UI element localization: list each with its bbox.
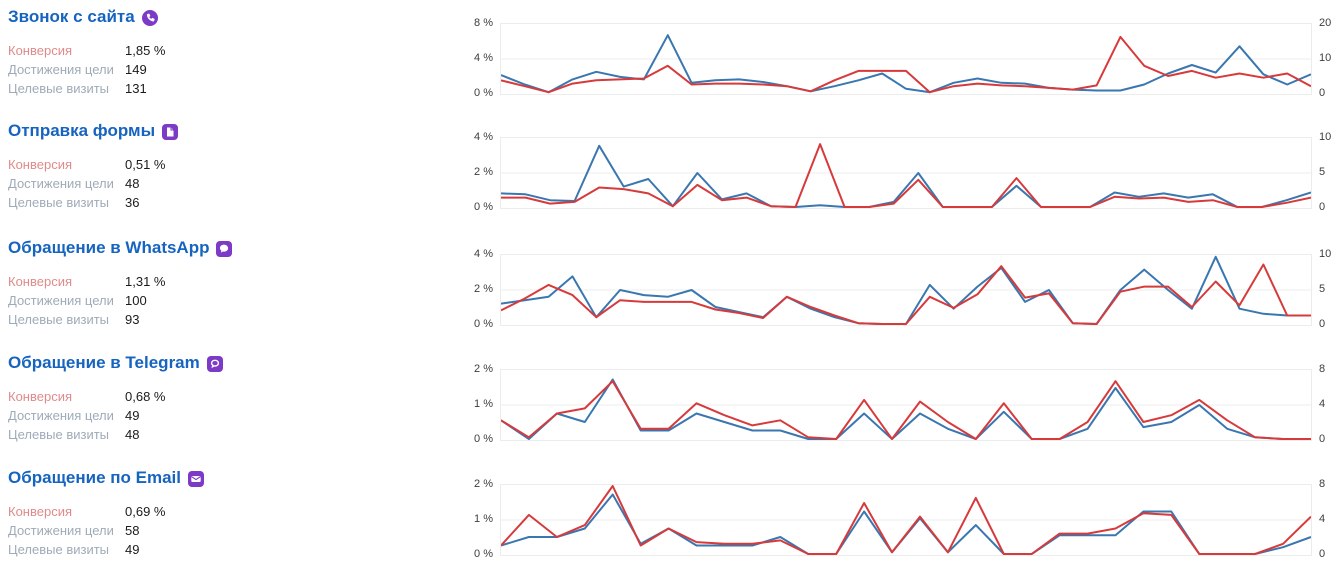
y-left-tick: 0 % — [474, 318, 493, 330]
y-right-tick: 10 — [1319, 52, 1332, 64]
y-left-tick: 4 % — [474, 52, 493, 64]
goal-title-text: Обращение по Email — [8, 468, 181, 487]
target-visits-label: Целевые визиты — [8, 312, 110, 327]
goal-title-link-email[interactable]: Обращение по Email — [8, 468, 204, 488]
red-line — [501, 35, 1311, 94]
y-right-tick: 0 — [1319, 548, 1326, 560]
sparkline-chart-email[interactable] — [500, 484, 1312, 556]
phone-icon — [141, 9, 158, 26]
conversion-label: Конверсия — [8, 157, 73, 172]
goal-section-telegram: Обращение в Telegram Конверсия 0,68 % Дос… — [0, 346, 1340, 460]
target-visits-value: 93 — [125, 312, 140, 327]
goal-reaches-label: Достижения цели — [8, 408, 114, 423]
conversion-value: 0,68 % — [125, 389, 166, 404]
goal-title-link-form[interactable]: Отправка формы — [8, 121, 179, 141]
y-left-tick: 4 % — [474, 131, 493, 143]
goal-title-text: Отправка формы — [8, 121, 156, 140]
y-right-tick: 8 — [1319, 478, 1326, 490]
conversion-label: Конверсия — [8, 274, 73, 289]
y-right-tick: 10 — [1319, 131, 1332, 143]
conversion-label: Конверсия — [8, 389, 73, 404]
y-left-tick: 2 % — [474, 166, 493, 178]
y-right-tick: 20 — [1319, 17, 1332, 29]
y-left-tick: 2 % — [474, 478, 493, 490]
form-icon — [162, 123, 179, 140]
y-left-tick: 4 % — [474, 248, 493, 260]
red-line — [501, 263, 1311, 325]
goal-section-email: Обращение по Email Конверсия 0,69 % Дости… — [0, 461, 1340, 575]
conversion-value: 0,51 % — [125, 157, 166, 172]
goal-reaches-label: Достижения цели — [8, 523, 114, 538]
goal-title-text: Обращение в Telegram — [8, 353, 200, 372]
blue-line — [501, 378, 1311, 440]
goal-reaches-label: Достижения цели — [8, 176, 114, 191]
goal-section-form: Отправка формы Конверсия 0,51 % Достижени… — [0, 114, 1340, 228]
y-right-tick: 0 — [1319, 433, 1326, 445]
goal-title-link-whatsapp[interactable]: Обращение в WhatsApp — [8, 238, 233, 258]
target-visits-value: 131 — [125, 81, 147, 96]
y-left-tick: 0 % — [474, 201, 493, 213]
target-visits-label: Целевые визиты — [8, 542, 110, 557]
blue-line — [501, 34, 1311, 94]
red-line — [501, 143, 1311, 208]
y-left-tick: 2 % — [474, 363, 493, 375]
conversion-label: Конверсия — [8, 43, 73, 58]
y-right-tick: 10 — [1319, 248, 1332, 260]
y-right-tick: 8 — [1319, 363, 1326, 375]
target-visits-value: 48 — [125, 427, 140, 442]
conversion-label: Конверсия — [8, 504, 73, 519]
goal-section-call: Звонок с сайта Конверсия 1,85 % Достижени… — [0, 0, 1340, 114]
goal-title-link-call[interactable]: Звонок с сайта — [8, 7, 158, 27]
red-line — [501, 380, 1311, 440]
goal-reaches-value: 100 — [125, 293, 147, 308]
y-right-tick: 5 — [1319, 283, 1326, 295]
target-visits-label: Целевые визиты — [8, 81, 110, 96]
y-right-tick: 5 — [1319, 166, 1326, 178]
goal-reaches-value: 58 — [125, 523, 140, 538]
y-right-tick: 0 — [1319, 87, 1326, 99]
y-right-tick: 4 — [1319, 398, 1326, 410]
y-left-tick: 8 % — [474, 17, 493, 29]
target-visits-label: Целевые визиты — [8, 427, 110, 442]
sparkline-chart-form[interactable] — [500, 137, 1312, 209]
y-right-tick: 0 — [1319, 318, 1326, 330]
blue-line — [501, 144, 1311, 208]
goal-reaches-value: 149 — [125, 62, 147, 77]
y-right-tick: 4 — [1319, 513, 1326, 525]
target-visits-label: Целевые визиты — [8, 195, 110, 210]
y-right-tick: 0 — [1319, 201, 1326, 213]
conversion-value: 0,69 % — [125, 504, 166, 519]
goal-section-whatsapp: Обращение в WhatsApp Конверсия 1,31 % Дос… — [0, 231, 1340, 345]
y-left-tick: 1 % — [474, 398, 493, 410]
red-line — [501, 485, 1311, 555]
blue-line — [501, 493, 1311, 555]
goal-reaches-value: 48 — [125, 176, 140, 191]
y-left-tick: 0 % — [474, 433, 493, 445]
y-left-tick: 0 % — [474, 87, 493, 99]
goal-reaches-label: Достижения цели — [8, 293, 114, 308]
goal-title-text: Звонок с сайта — [8, 7, 135, 26]
whatsapp-icon — [216, 240, 233, 257]
y-left-tick: 0 % — [474, 548, 493, 560]
conversion-value: 1,31 % — [125, 274, 166, 289]
telegram-icon — [206, 355, 223, 372]
sparkline-chart-whatsapp[interactable] — [500, 254, 1312, 326]
goal-reaches-label: Достижения цели — [8, 62, 114, 77]
goal-title-text: Обращение в WhatsApp — [8, 238, 210, 257]
goal-title-link-telegram[interactable]: Обращение в Telegram — [8, 353, 223, 373]
sparkline-chart-call[interactable] — [500, 23, 1312, 95]
y-left-tick: 1 % — [474, 513, 493, 525]
sparkline-chart-telegram[interactable] — [500, 369, 1312, 441]
email-icon — [188, 470, 204, 487]
goal-reaches-value: 49 — [125, 408, 140, 423]
target-visits-value: 36 — [125, 195, 140, 210]
conversion-value: 1,85 % — [125, 43, 166, 58]
target-visits-value: 49 — [125, 542, 140, 557]
y-left-tick: 2 % — [474, 283, 493, 295]
